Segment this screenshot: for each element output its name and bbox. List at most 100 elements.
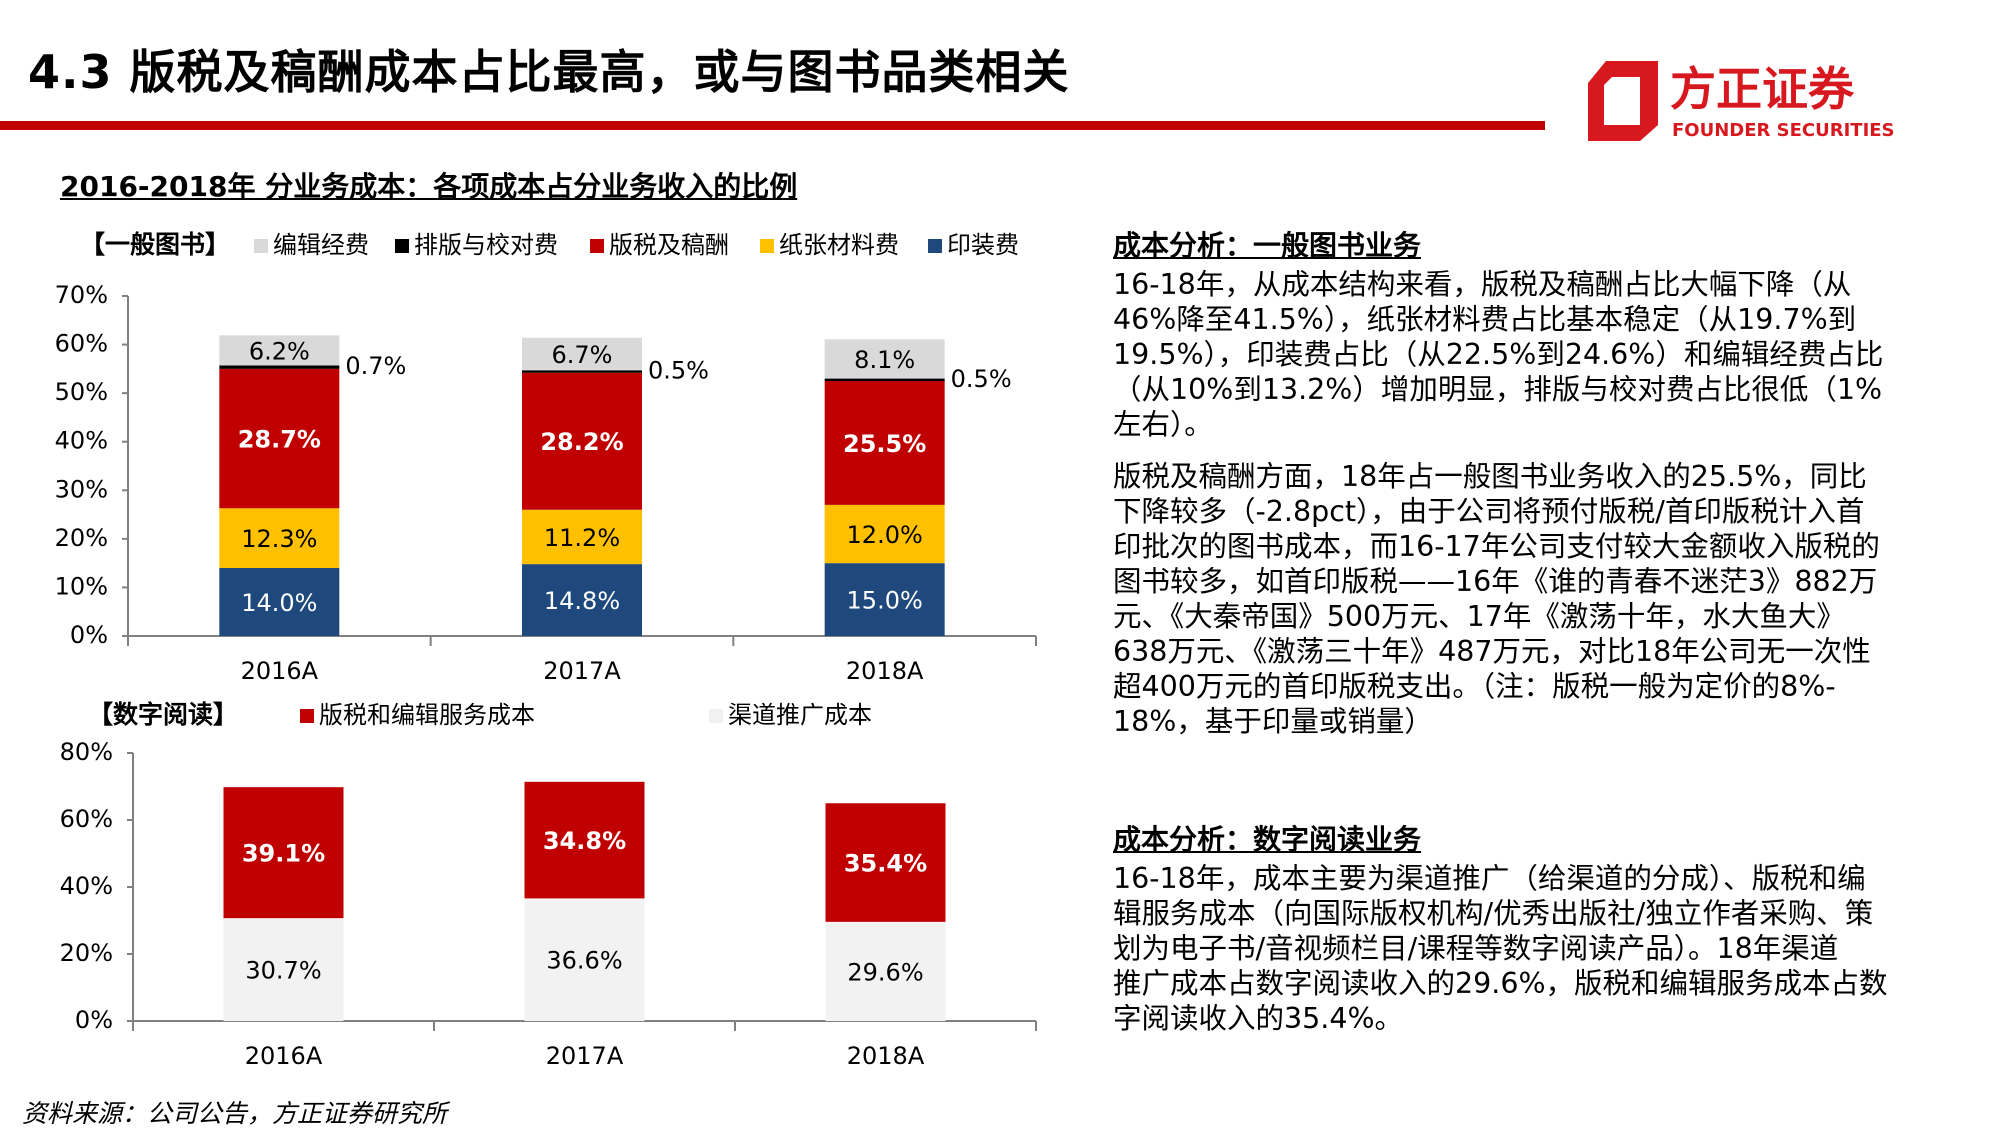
bar-segment <box>825 921 946 1021</box>
legend-label: 排版与校对费 <box>414 231 558 259</box>
data-label: 14.0% <box>241 589 317 617</box>
data-label: 39.1% <box>242 840 325 868</box>
bar-segment <box>524 781 645 899</box>
text-line: 左右）。 <box>1113 408 1213 441</box>
svg-text:FOUNDER SECURITIES: FOUNDER SECURITIES <box>1672 120 1895 141</box>
legend-label: 渠道推广成本 <box>728 701 872 729</box>
digital-reading-cost-chart: 【数字阅读】 版税和编辑服务成本 渠道推广成本 0% 20% 40% 60% 80% 2016A… <box>60 700 1037 1070</box>
legend-label: 纸张材料费 <box>779 231 899 259</box>
x-tick-label: 2018A <box>847 1042 925 1070</box>
text-line: 元、《大秦帝国》500万元、17年《激荡十年，水大鱼大》 <box>1113 600 1845 633</box>
y-tick-label: 40% <box>60 872 113 900</box>
legend-swatch <box>254 239 268 253</box>
data-label: 11.2% <box>544 524 620 552</box>
data-label: 34.8% <box>543 827 626 855</box>
text-line: 版税及稿酬方面，18年占一般图书业务收入的25.5%，同比 <box>1113 460 1867 493</box>
text-line: 图书较多，如首印版税——16年《谁的青春不迷茫3》882万 <box>1113 565 1878 598</box>
text-line: 推广成本占数字阅读收入的29.6%，版税和编辑服务成本占数 <box>1113 967 1888 1000</box>
y-tick-label: 60% <box>60 805 113 833</box>
data-label: 14.8% <box>544 587 620 615</box>
data-label: 28.7% <box>238 426 321 454</box>
data-label: 15.0% <box>847 587 923 615</box>
data-label: 0.5% <box>951 365 1012 393</box>
y-tick-label: 10% <box>55 572 108 600</box>
data-label: 0.5% <box>648 357 709 385</box>
text-line: 16-18年，成本主要为渠道推广（给渠道的分成）、版税和编 <box>1113 862 1866 895</box>
data-label: 35.4% <box>844 850 927 878</box>
bar-segment <box>824 563 945 636</box>
y-tick-label: 50% <box>55 378 108 406</box>
general-analysis-heading: 成本分析：一般图书业务 <box>1113 229 1422 262</box>
x-tick-label: 2018A <box>846 657 924 685</box>
text-line: 19.5%），印装费占比（从22.5%到24.6%）和编辑经费占比 <box>1113 338 1884 371</box>
y-tick-label: 70% <box>55 281 108 309</box>
legend-label: 版税及稿酬 <box>609 231 729 259</box>
svg-text:方正证券: 方正证券 <box>1670 62 1855 116</box>
y-tick-label: 80% <box>60 738 113 766</box>
bar-segment <box>219 368 340 509</box>
legend-swatch <box>300 709 314 723</box>
legend-label: 印装费 <box>947 231 1019 259</box>
bar-segment <box>522 372 642 510</box>
founder-securities-logo: 方正证券 FOUNDER SECURITIES <box>1588 61 1895 141</box>
digital-analysis-heading: 成本分析：数字阅读业务 <box>1113 823 1422 856</box>
data-label: 12.0% <box>847 521 923 549</box>
text-line: 字阅读收入的35.4%。 <box>1113 1002 1404 1035</box>
data-label: 8.1% <box>854 346 915 374</box>
legend-label: 版税和编辑服务成本 <box>319 701 535 729</box>
bar-segment <box>824 381 945 505</box>
y-tick-label: 30% <box>55 475 108 503</box>
title-divider <box>0 121 1545 130</box>
data-label: 6.2% <box>249 337 310 365</box>
text-line: 638万元、《激荡三十年》487万元，对比18年公司无一次性 <box>1113 635 1871 668</box>
text-line: 16-18年，从成本结构来看，版税及稿酬占比大幅下降（从 <box>1113 268 1852 301</box>
data-label: 6.7% <box>552 341 613 369</box>
data-label: 29.6% <box>847 958 923 986</box>
bar-segment <box>824 378 945 381</box>
chart-section-label: 【一般图书】 <box>80 230 230 259</box>
y-tick-label: 0% <box>70 621 108 649</box>
x-tick-label: 2017A <box>546 1042 624 1070</box>
text-line: 超400万元的首印版税支出。（注：版税一般为定价的8%- <box>1113 670 1836 703</box>
bar-segment <box>522 337 642 371</box>
chart-section-subtitle: 2016-2018年 分业务成本：各项成本占分业务收入的比例 <box>60 170 798 203</box>
bar-segment <box>219 508 340 568</box>
bar-segment <box>223 918 344 1021</box>
general-books-cost-chart: 【一般图书】 编辑经费 排版与校对费 版税及稿酬 纸张材料费 印装费 0% 10% 20% 30%… <box>55 230 1037 685</box>
text-line: 46%降至41.5%），纸张材料费占比基本稳定（从19.7%到 <box>1113 303 1857 336</box>
data-label: 25.5% <box>843 430 926 458</box>
bar-segment <box>522 564 642 636</box>
bar-segment <box>824 504 945 564</box>
bar-segment <box>825 803 946 922</box>
bar-segment <box>219 335 340 366</box>
x-tick-label: 2017A <box>543 657 621 685</box>
legend-swatch <box>709 709 723 723</box>
bar-segment <box>223 787 344 919</box>
y-tick-label: 20% <box>60 939 113 967</box>
chart-section-label: 【数字阅读】 <box>88 700 238 729</box>
general-books-analysis: 成本分析：一般图书业务 16-18年，从成本结构来看，版税及稿酬占比大幅下降（从… <box>1113 228 1943 739</box>
y-tick-label: 20% <box>55 524 108 552</box>
page-title: 4.3 版税及稿酬成本占比最高，或与图书品类相关 <box>28 45 1070 99</box>
data-label: 28.2% <box>540 428 623 456</box>
data-label: 30.7% <box>245 957 321 985</box>
bar-segment <box>219 365 340 369</box>
y-tick-label: 0% <box>75 1006 113 1034</box>
y-tick-label: 40% <box>55 427 108 455</box>
bar-segment <box>524 898 645 1021</box>
bar-segment <box>824 339 945 379</box>
digital-reading-analysis: 成本分析：数字阅读业务 16-18年，成本主要为渠道推广（给渠道的分成）、版税和… <box>1113 822 1943 1036</box>
x-tick-label: 2016A <box>245 1042 323 1070</box>
general-analysis-paragraph-2: 版税及稿酬方面，18年占一般图书业务收入的25.5%，同比 下降较多（-2.8pc… <box>1113 459 1943 739</box>
bar-segment <box>219 568 340 636</box>
general-analysis-paragraph-1: 16-18年，从成本结构来看，版税及稿酬占比大幅下降（从 46%降至41.5%），… <box>1113 267 1943 442</box>
source-note: 资料来源：公司公告，方正证券研究所 <box>22 1099 448 1128</box>
data-label: 0.7% <box>345 352 406 380</box>
x-tick-label: 2016A <box>241 657 319 685</box>
legend-swatch <box>590 239 604 253</box>
text-line: 划为电子书/音视频栏目/课程等数字阅读产品）。18年渠道 <box>1113 932 1839 965</box>
legend-swatch <box>760 239 774 253</box>
y-tick-label: 60% <box>55 330 108 358</box>
text-line: 辑服务成本（向国际版权机构/优秀出版社/独立作者采购、策 <box>1113 897 1874 930</box>
legend-label: 编辑经费 <box>273 231 369 259</box>
